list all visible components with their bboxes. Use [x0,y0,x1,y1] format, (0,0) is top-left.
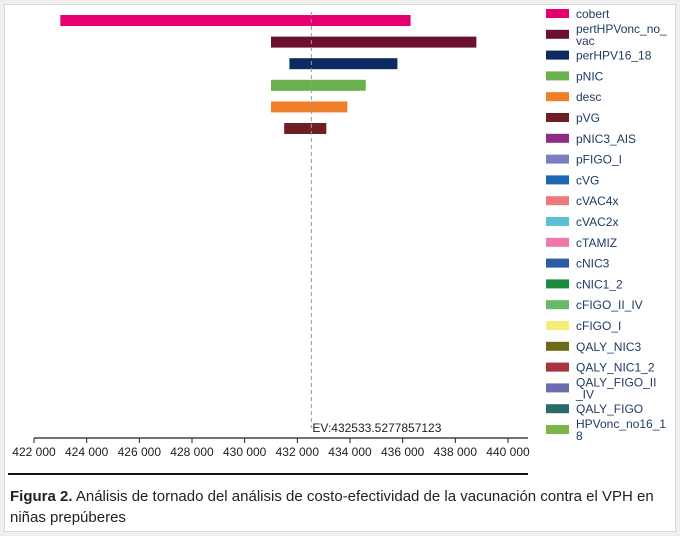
legend-label-13: cNIC1_2 [576,277,623,291]
legend-swatch-11 [546,237,569,247]
legend-label-17: QALY_NIC1_2 [576,361,655,375]
caption-prefix: Figura 2. [10,488,73,505]
legend-label-6: pNIC3_AIS [576,132,636,146]
legend-label-12: cNIC3 [576,257,610,271]
bar-desc [271,101,348,113]
legend-label-4: desc [576,90,601,104]
x-tick-label: 422 000 [12,445,56,459]
legend-swatch-8 [546,175,569,185]
x-axis: 422 000 424 000 426 000 428 000 430 000 432 0… [8,437,530,475]
legend-swatch-7 [546,154,569,164]
x-tick-label: 436 000 [381,445,425,459]
legend-swatch-3 [546,71,569,81]
legend-swatch-17 [546,362,569,372]
x-tick-label: 438 000 [434,445,478,459]
legend-swatch-9 [546,196,569,206]
figure-caption: Figura 2. Análisis de tornado del anális… [10,486,670,528]
legend-swatch-18 [546,383,569,393]
x-tick-label: 432 000 [276,445,320,459]
legend-label-0: cobert [576,7,610,21]
legend-label-2: perHPV16_18 [576,49,652,63]
legend-label-19: QALY_FIGO [576,402,643,416]
legend-label-18: QALY_FIGO_II _IV [575,375,656,401]
legend-label-1: pertHPVonc_no_ vac [576,22,667,48]
legend-label-10: cVAC2x [576,215,618,229]
legend-swatch-14 [546,300,569,310]
legend-swatch-12 [546,258,569,268]
legend-swatch-13 [546,279,569,289]
legend-label-20: HPVonc_no16_1 8 [576,417,666,443]
bars-layer: EV:432533.5277857123 [60,12,477,435]
legend-swatch-19 [546,404,569,414]
x-tick-label: 430 000 [223,445,267,459]
bar-pNIC [271,79,366,91]
legend-swatch-0 [546,9,569,18]
x-tick-label: 426 000 [118,445,162,459]
x-tick-label: 424 000 [65,445,109,459]
legend-swatch-16 [546,341,569,351]
legend-label-5: pVG [576,111,600,125]
legend-label-14: cFIGO_II_IV [576,298,643,312]
legend-label-3: pNIC [576,69,604,83]
legend-swatch-15 [546,321,569,330]
legend-label-11: cTAMIZ [576,236,617,250]
x-tick-label: 434 000 [328,445,372,459]
figure-panel [4,4,676,532]
legend-label-16: QALY_NIC3 [576,340,641,354]
legend-swatch-10 [546,217,569,226]
bar-perHPV16_18 [289,58,398,70]
caption-text: Análisis de tornado del análisis de cost… [10,488,654,526]
bar-pertHPVonc_no_vac [271,36,477,48]
legend-swatch-4 [546,92,569,102]
legend-label-15: cFIGO_I [576,319,621,333]
x-tick-label: 428 000 [170,445,214,459]
legend-swatch-6 [546,133,569,143]
bar-cobert [60,15,411,26]
bar-pVG [284,123,327,134]
legend-swatch-2 [546,50,569,60]
legend-swatch-20 [546,425,569,434]
ev-label: EV:432533.5277857123 [312,421,441,435]
legend-swatch-1 [546,29,569,39]
legend-label-8: cVG [576,173,599,187]
legend-label-7: pFIGO_I [576,153,622,167]
legend-swatch-5 [546,113,569,122]
legend-label-9: cVAC4x [576,194,618,208]
x-tick-label: 440 000 [486,445,530,459]
